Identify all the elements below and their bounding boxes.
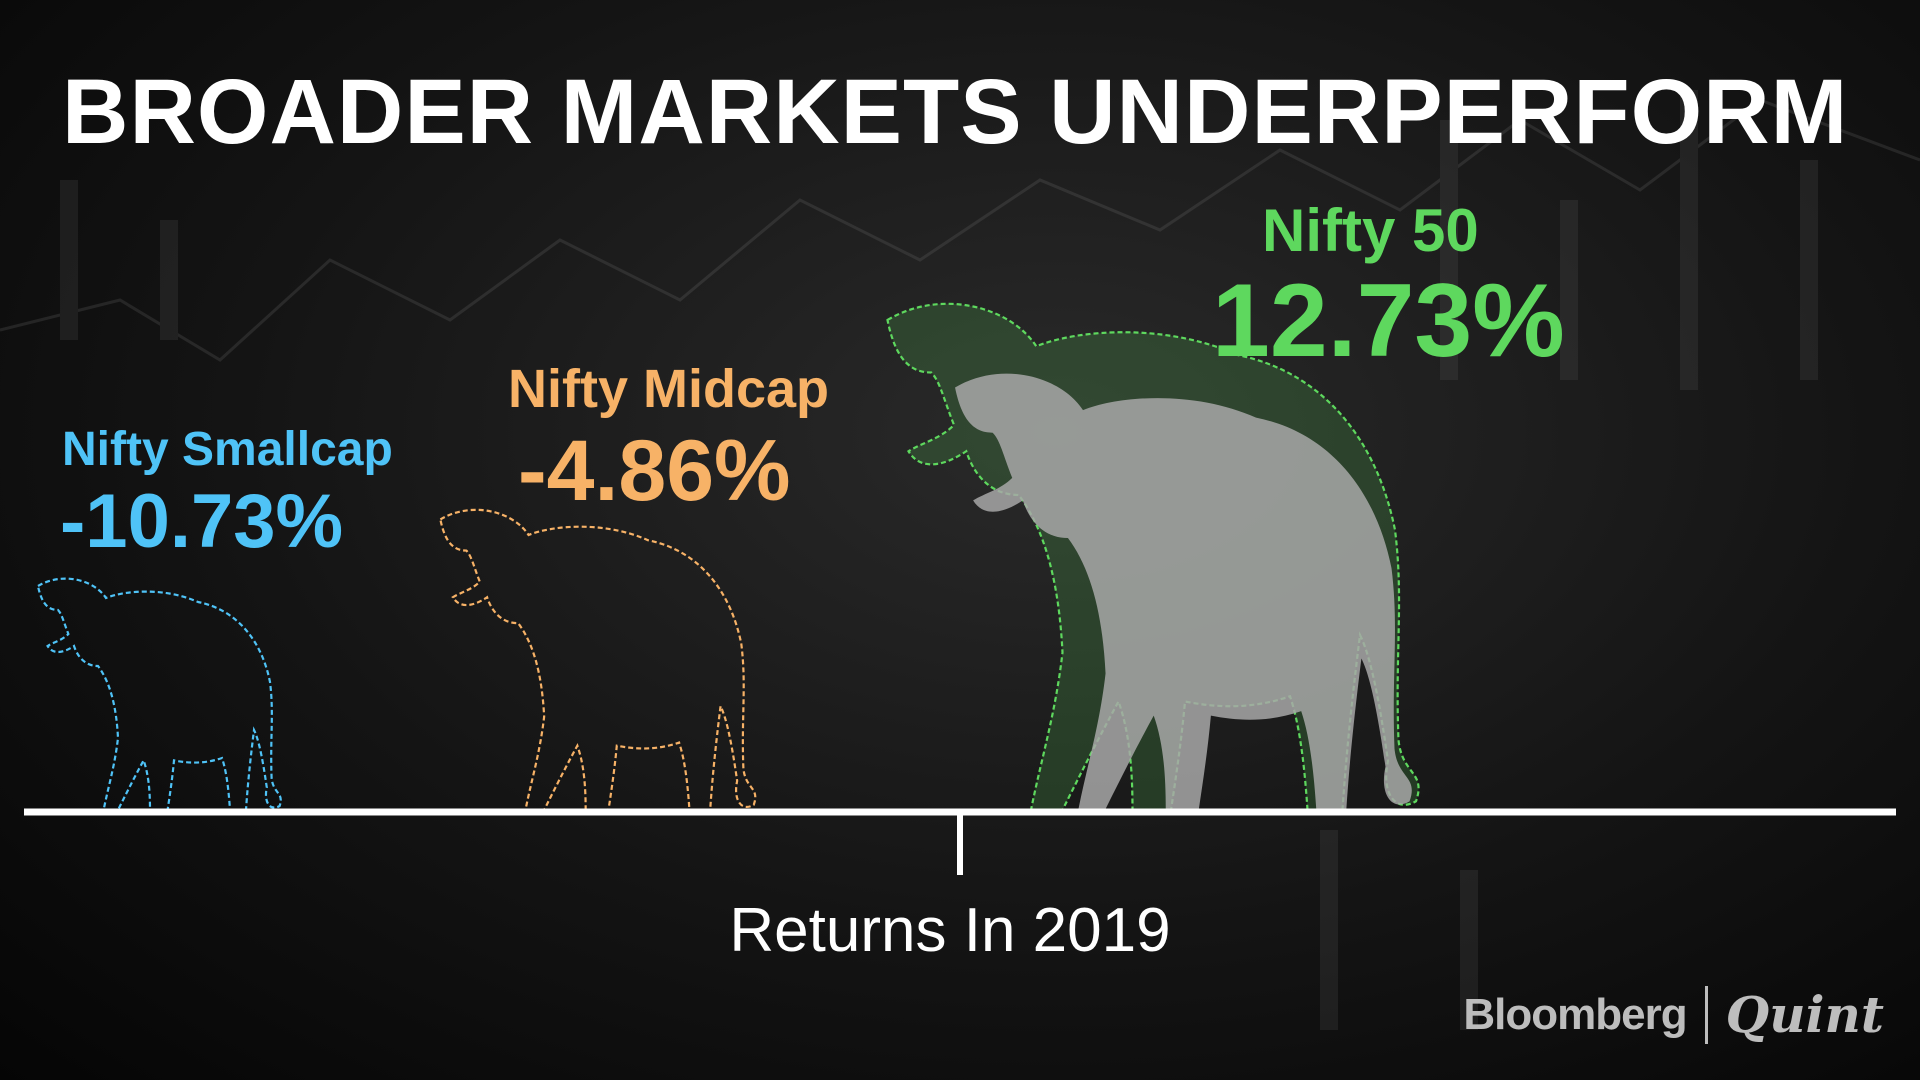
label-nifty-smallcap: Nifty Smallcap: [62, 423, 393, 476]
value-nifty-smallcap: -10.73%: [60, 479, 344, 564]
elephant-mark-nifty-50: [886, 302, 1420, 812]
brand-separator: [1704, 985, 1708, 1044]
elephant-mark-nifty-smallcap: [36, 577, 282, 812]
chart-title: BROADER MARKETS UNDERPERFORM: [62, 61, 1849, 163]
brand-logo: Bloomberg Quint: [1463, 985, 1884, 1044]
x-axis-label: Returns In 2019: [729, 896, 1171, 965]
label-nifty-50: Nifty 50: [1262, 197, 1479, 264]
value-nifty-midcap: -4.86%: [518, 423, 791, 519]
brand-quint: Quint: [1725, 985, 1884, 1044]
elephant-mark-nifty-midcap: [439, 508, 757, 812]
value-nifty-50: 12.73%: [1212, 263, 1565, 379]
label-nifty-midcap: Nifty Midcap: [508, 359, 830, 419]
brand-bloomberg: Bloomberg: [1463, 989, 1687, 1039]
